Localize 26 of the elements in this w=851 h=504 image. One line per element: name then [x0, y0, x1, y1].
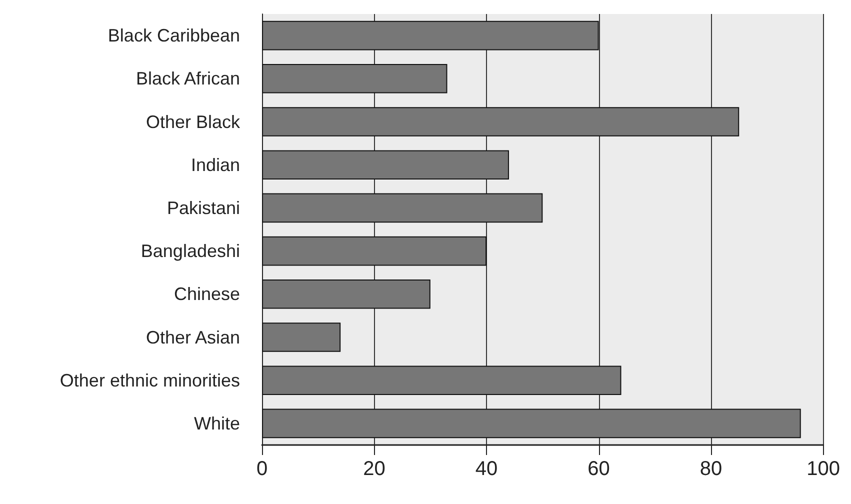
x-tick-label: 80 — [700, 458, 722, 480]
x-tick-label: 40 — [475, 458, 498, 480]
bar — [262, 193, 543, 223]
y-tick-label: Bangladeshi — [140, 241, 240, 262]
bar — [262, 408, 801, 438]
bar — [262, 64, 448, 94]
y-tick-label: White — [194, 413, 240, 434]
y-tick-label: Chinese — [174, 284, 240, 304]
y-tick-label: Other ethnic minorities — [60, 370, 240, 390]
bar — [262, 279, 430, 309]
x-tick-label: 20 — [363, 458, 386, 480]
y-tick-label: Black Caribbean — [108, 26, 240, 46]
bar — [262, 20, 599, 50]
y-tick-label: Other Black — [146, 112, 241, 132]
y-tick-label: Other Asian — [146, 327, 240, 348]
y-tick-label: Black African — [136, 68, 240, 89]
x-tick-label: 100 — [806, 458, 840, 480]
x-tick-label: 0 — [256, 458, 268, 480]
bar — [262, 150, 509, 180]
y-tick-label: Indian — [190, 154, 240, 175]
bar — [262, 366, 622, 396]
bar — [262, 236, 487, 266]
x-tick-label: 60 — [588, 458, 610, 480]
bar — [262, 107, 740, 136]
bar — [262, 322, 341, 352]
y-tick-label: Pakistani — [166, 198, 240, 218]
